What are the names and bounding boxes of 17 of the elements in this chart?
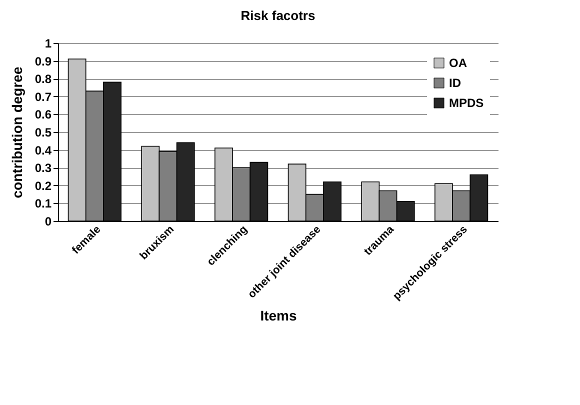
y-tick-label: 0.9 [34,54,52,68]
y-tick-label: 0.5 [34,126,52,140]
chart-title: Risk facotrs [240,8,316,23]
x-axis-title: Items [260,308,297,324]
y-tick-label: 0 [44,214,52,228]
y-tick-label: 0.8 [34,72,52,86]
y-tick-label: 0.1 [34,196,52,211]
y-tick-label: 0.2 [34,178,52,193]
y-tick-label: 0.4 [34,143,52,158]
y-tick-label: 0.7 [34,90,52,104]
y-tick-label: 1 [44,36,52,50]
legend-label: ID [449,76,462,90]
y-tick-label: 0.3 [34,161,52,176]
legend-label: MPDS [449,96,484,110]
y-tick-label: 0.6 [34,108,52,122]
legend-label: OA [449,56,468,70]
y-axis-title: contribution degree [8,66,25,198]
